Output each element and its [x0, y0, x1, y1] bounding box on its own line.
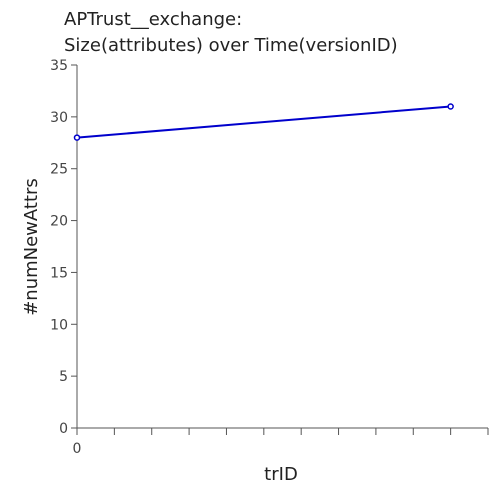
x-tick-label: 0 — [73, 441, 82, 457]
data-point — [447, 103, 454, 110]
y-tick-label: 20 — [50, 214, 68, 230]
y-axis-title: #numNewAttrs — [21, 178, 42, 316]
y-tick-label: 5 — [59, 369, 68, 385]
y-tick-label: 10 — [50, 317, 68, 333]
y-axis-ticks: 0 5 10 15 20 25 30 35 — [50, 58, 77, 437]
x-axis-title: trID — [264, 464, 298, 485]
y-tick-label: 35 — [50, 58, 68, 74]
series-layer — [73, 103, 454, 141]
data-point — [73, 134, 81, 141]
y-tick-label: 30 — [50, 110, 68, 126]
chart-title-line-2: Size(attributes) over Time(versionID) — [64, 35, 398, 56]
axes — [76, 65, 488, 429]
chart-title-line-1: APTrust__exchange: — [64, 9, 242, 30]
y-tick-label: 25 — [50, 162, 68, 178]
x-axis-ticks: 0 — [73, 428, 489, 457]
y-tick-label: 15 — [50, 265, 68, 281]
y-tick-label: 0 — [59, 421, 68, 437]
series-line — [76, 105, 451, 139]
